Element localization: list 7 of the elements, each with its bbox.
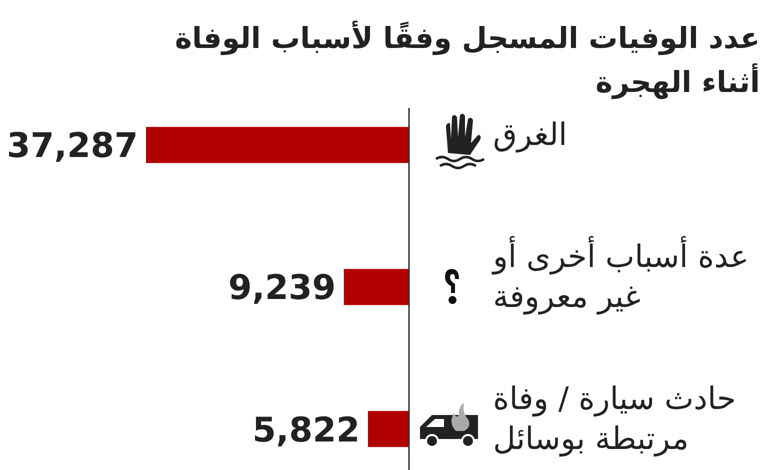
data-label: 37,287 — [6, 126, 138, 166]
data-label: 9,239 — [228, 268, 336, 308]
y-tick-label: عدة أسباب أخرى أو غير معروفة — [491, 236, 749, 315]
y-tick-label: حادث سيارة / وفاة مرتبطة بوسائل — [493, 381, 736, 458]
y-tick-label: الغرق — [493, 116, 568, 153]
data-label: 5,822 — [252, 410, 360, 450]
text: عدد الوفيات المسجل وفقًا لأسباب الوفاة أثناء الهجرة — [174, 20, 760, 100]
